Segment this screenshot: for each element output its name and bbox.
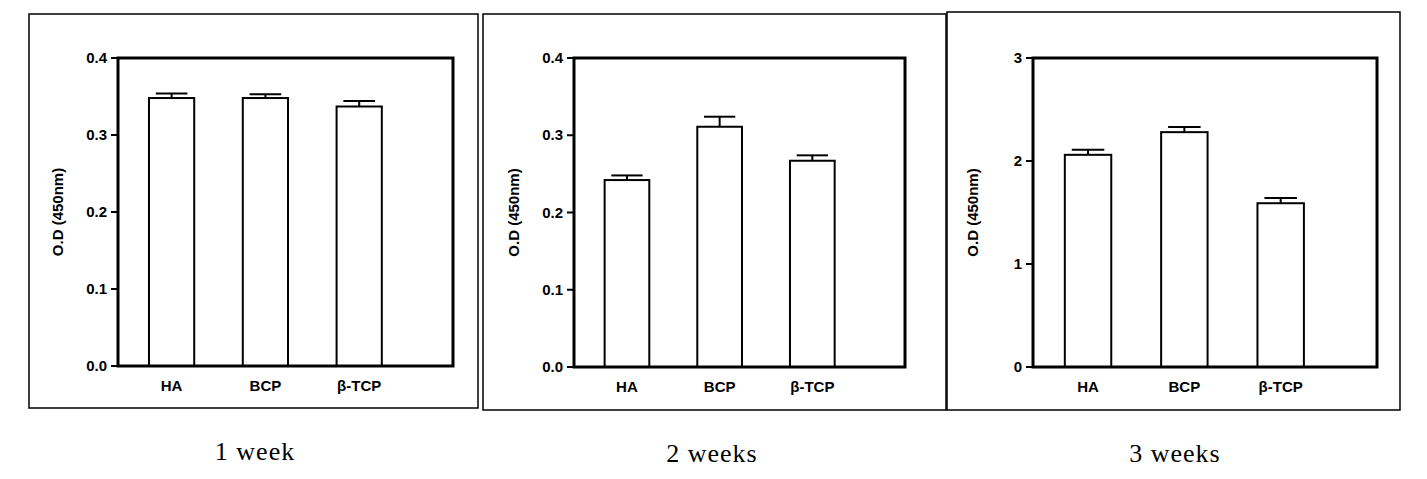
y-axis-label: O.D (450nm) [505,168,522,256]
panel: 0 1 2 3 O.D (450nm) HA BCP β-TCP [947,12,1400,410]
x-tick-label: BCP [250,377,282,394]
y-tick-label: 0.0 [86,357,107,374]
y-tick-label: 0.4 [86,49,108,66]
plot-frame [118,58,453,366]
bars [1065,127,1304,367]
x-tick-label: β-TCP [790,378,834,395]
x-tick-label: BCP [704,378,736,395]
x-tick-label: BCP [1169,378,1201,395]
y-tick-label: 0.2 [86,203,107,220]
caption: 3 weeks [1129,439,1220,468]
bar [697,127,742,367]
error-bar [797,155,828,160]
x-tick-label: HA [161,377,183,394]
y-tick-label: 1 [1014,255,1022,272]
bar [149,98,194,366]
bar [790,161,835,367]
panel: 0.0 0.1 0.2 0.3 0.4 O.D (450nm) HA BCP β-TCP [29,14,478,408]
bar [1161,132,1207,367]
plot-frame [1033,58,1377,367]
error-bar [1072,150,1105,155]
x-tick-label: HA [1077,378,1099,395]
panel-border [29,14,478,408]
y-tick-label: 0.3 [542,126,563,143]
bar [1065,155,1111,367]
y-tick-label: 0.3 [86,126,107,143]
panel-border [947,12,1400,410]
caption: 1 week [215,437,295,466]
x-tick-label: HA [616,378,638,395]
bars [149,93,382,366]
panel-border [483,14,946,410]
y-tick-label: 0 [1014,358,1022,375]
y-tick-label: 0.0 [542,358,563,375]
bar [337,107,382,366]
y-axis-label: O.D (450nm) [964,168,981,256]
y-axis-label: O.D (450nm) [49,168,66,256]
error-bar [343,101,375,106]
panel: 0.0 0.1 0.2 0.3 0.4 O.D (450nm) HA BCP β-TCP [483,14,946,410]
error-bar [156,93,188,98]
y-tick-label: 0.1 [542,281,563,298]
plot-frame [574,58,905,367]
bars [605,117,835,367]
x-tick-label: β-TCP [1259,378,1303,395]
y-tick-label: 0.4 [542,49,564,66]
y-tick-label: 2 [1014,152,1022,169]
error-bar [1168,127,1201,132]
error-bar [704,117,735,127]
figure: 0.0 0.1 0.2 0.3 0.4 O.D (450nm) HA BCP β-TCP 1 we… [0,0,1427,479]
y-tick-label: 3 [1014,49,1022,66]
x-tick-label: β-TCP [337,377,381,394]
error-bar [611,175,642,180]
y-tick-label: 0.2 [542,204,563,221]
error-bar [250,94,282,98]
y-tick-label: 0.1 [86,280,107,297]
bar [243,98,288,366]
error-bar [1264,198,1297,203]
bar [1257,203,1303,367]
caption: 2 weeks [666,439,757,468]
bar [605,180,650,367]
